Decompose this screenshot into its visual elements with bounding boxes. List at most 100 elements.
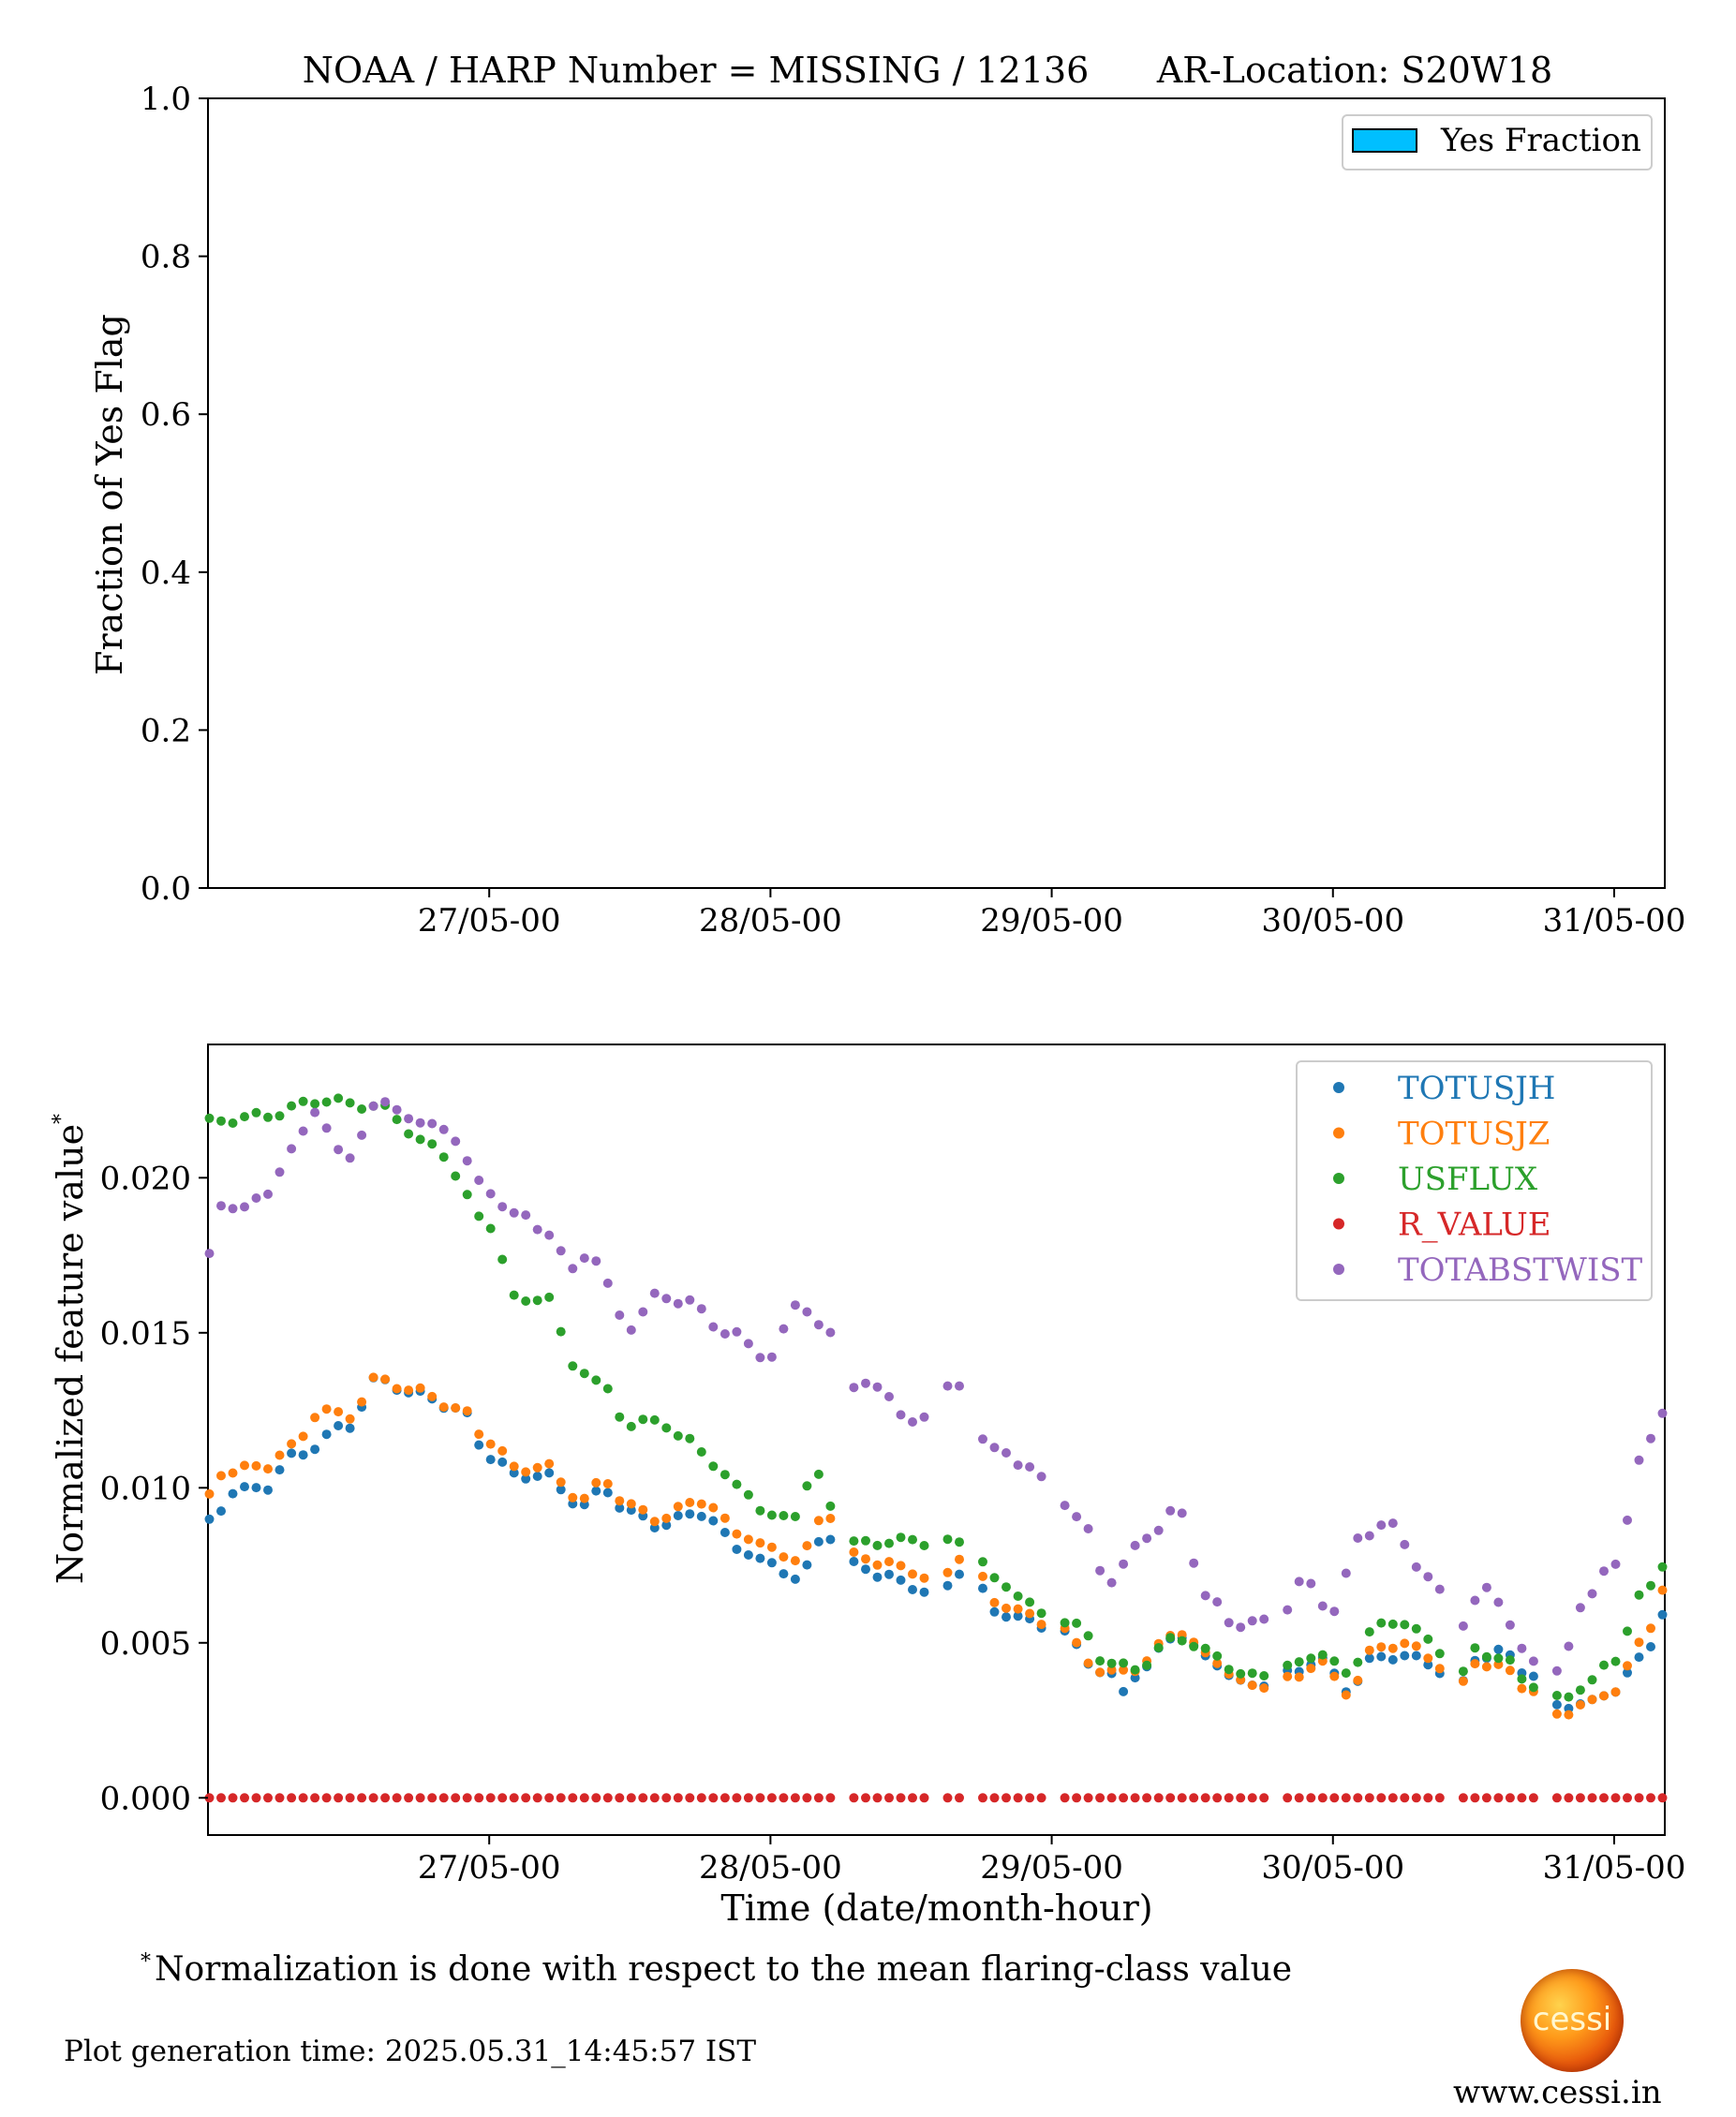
point-totusjz [1634, 1637, 1644, 1648]
point-usflux [1083, 1631, 1093, 1641]
website-link[interactable]: www.cessi.in [1453, 2074, 1662, 2111]
point-totabstwist [240, 1202, 249, 1212]
legend-marker-totusjh [1333, 1082, 1344, 1093]
point-r-value [1177, 1793, 1187, 1803]
point-totusjh [661, 1520, 672, 1531]
point-totabstwist [1481, 1582, 1491, 1592]
point-totusjh [263, 1485, 273, 1495]
point-totabstwist [415, 1118, 425, 1128]
point-r-value [287, 1793, 297, 1803]
point-totusjz [556, 1477, 566, 1488]
point-totusjz [1376, 1642, 1387, 1652]
point-totusjz [1353, 1675, 1363, 1685]
point-totusjh [1623, 1667, 1632, 1678]
point-totusjz [1002, 1603, 1011, 1613]
bottom-x-tick-label: 30/05-00 [1261, 1849, 1404, 1887]
point-r-value [462, 1793, 472, 1803]
point-totusjz [1470, 1659, 1480, 1669]
point-totusjz [1025, 1608, 1035, 1619]
point-totabstwist [978, 1434, 987, 1444]
point-totusjz [896, 1561, 906, 1571]
legend-label-totusjz: TOTUSJZ [1398, 1116, 1550, 1153]
point-r-value [1423, 1793, 1433, 1803]
point-r-value [544, 1793, 555, 1803]
point-totusjh [240, 1482, 249, 1492]
point-totusjz [755, 1538, 765, 1548]
point-totusjz [334, 1407, 344, 1417]
point-usflux [1505, 1655, 1515, 1665]
point-totabstwist [872, 1382, 883, 1392]
point-usflux [497, 1254, 508, 1265]
point-r-value [1646, 1793, 1655, 1803]
point-totabstwist [274, 1167, 285, 1177]
point-totabstwist [955, 1381, 964, 1391]
bottom-y-axis-label-text: Normalized feature value [50, 1124, 91, 1584]
point-totabstwist [1551, 1665, 1562, 1676]
point-totabstwist [755, 1353, 765, 1363]
point-totusjz [1458, 1676, 1468, 1686]
point-totabstwist [1153, 1525, 1164, 1535]
point-totusjz [825, 1514, 836, 1523]
point-usflux [1470, 1643, 1480, 1653]
bottom-y-ticks: 0.000 0.005 0.010 0.015 0.020 [100, 1160, 208, 1817]
point-usflux [204, 1113, 215, 1123]
point-usflux [1493, 1653, 1504, 1664]
point-totabstwist [673, 1298, 683, 1309]
point-totusjh [1528, 1671, 1538, 1681]
point-usflux [1060, 1618, 1070, 1628]
point-totusjz [1657, 1585, 1668, 1595]
point-r-value [1212, 1793, 1223, 1803]
point-usflux [1259, 1671, 1269, 1680]
point-totusjz [1623, 1661, 1632, 1671]
point-r-value [685, 1793, 695, 1803]
point-totabstwist [310, 1107, 320, 1118]
point-totusjz [1306, 1664, 1316, 1674]
point-totusjh [521, 1473, 531, 1484]
point-usflux [602, 1384, 613, 1394]
point-r-value [345, 1793, 355, 1803]
point-totabstwist [357, 1130, 367, 1140]
point-totabstwist [438, 1124, 449, 1134]
point-usflux [1517, 1674, 1527, 1684]
point-totusjz [1341, 1690, 1351, 1700]
point-totusjz [978, 1571, 987, 1581]
top-legend-box [1342, 114, 1653, 170]
top-y-axis-label: Fraction of Yes Flag [89, 314, 130, 675]
point-totabstwist [942, 1381, 953, 1391]
point-totabstwist [497, 1202, 508, 1212]
point-totusjh [321, 1429, 332, 1440]
point-r-value [357, 1793, 367, 1803]
point-totabstwist [989, 1443, 1000, 1453]
top-y-tick-label: 0.6 [141, 396, 191, 434]
point-totusjh [942, 1580, 953, 1591]
data-points [204, 1093, 1668, 1803]
point-usflux [1434, 1649, 1445, 1659]
point-totusjz [908, 1569, 917, 1579]
point-usflux [1236, 1668, 1246, 1679]
point-totabstwist [779, 1324, 789, 1334]
point-usflux [755, 1505, 765, 1516]
point-totabstwist [743, 1339, 753, 1349]
point-totabstwist [1060, 1501, 1070, 1511]
point-totusjz [274, 1450, 285, 1460]
point-totusjh [908, 1585, 917, 1594]
point-usflux [274, 1111, 285, 1121]
point-totabstwist [1177, 1508, 1187, 1518]
point-totabstwist [1283, 1605, 1293, 1615]
point-r-value [1142, 1793, 1152, 1803]
point-r-value [955, 1793, 964, 1803]
point-r-value [1083, 1793, 1093, 1803]
point-usflux [1481, 1651, 1491, 1662]
point-totusjh [813, 1536, 823, 1547]
point-usflux [579, 1369, 589, 1379]
point-r-value [1458, 1793, 1468, 1803]
point-totusjz [263, 1464, 273, 1474]
point-totusjz [720, 1513, 730, 1523]
point-usflux [251, 1107, 261, 1118]
point-usflux [1283, 1660, 1293, 1670]
point-r-value [626, 1793, 636, 1803]
point-totusjz [1119, 1665, 1129, 1675]
point-r-value [1106, 1793, 1117, 1803]
point-r-value [825, 1793, 836, 1803]
point-usflux [1119, 1658, 1129, 1668]
